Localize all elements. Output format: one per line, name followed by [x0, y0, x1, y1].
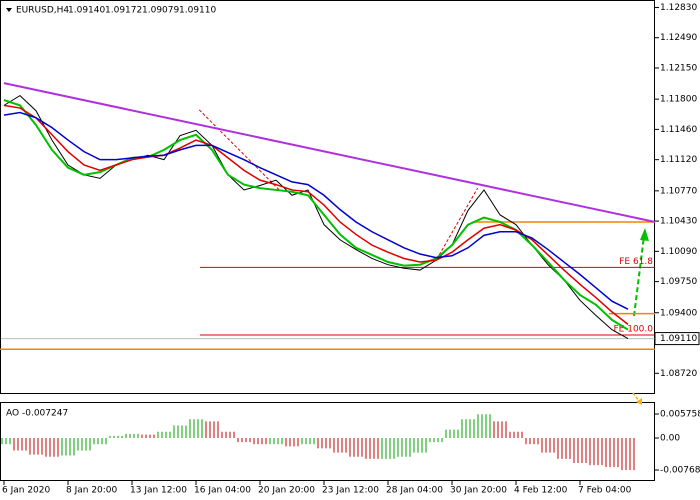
- x-tick-label: 8 Jan 20:00: [66, 486, 118, 496]
- symbol: EURUSD,H4: [16, 6, 69, 16]
- x-tick-label: 6 Jan 2020: [2, 486, 50, 496]
- main-panel: [0, 0, 655, 394]
- y-tick-label: 1.12150: [660, 63, 697, 73]
- fib-line: [438, 187, 479, 256]
- y-tick-label: 1.10090: [660, 247, 697, 257]
- x-tick-label: 7 Feb 04:00: [578, 486, 632, 496]
- ao-title: AO: [6, 409, 19, 419]
- y-tick-label: 1.09750: [660, 277, 697, 287]
- level-label: FE 61.8: [619, 257, 653, 267]
- y-tick-label: 1.11800: [660, 95, 697, 105]
- x-tick-label: 13 Jan 12:00: [130, 486, 187, 496]
- y-tick-label: 1.11460: [660, 125, 697, 135]
- current-price-label: 1.09110: [660, 334, 697, 344]
- y-tick-label: 0.005758: [660, 410, 700, 420]
- current-price-box: [654, 332, 700, 346]
- x-tick-label: 20 Jan 20:00: [258, 486, 315, 496]
- x-tick-label: 28 Jan 04:00: [386, 486, 443, 496]
- level-label: FE 100.0: [614, 325, 654, 335]
- y-tick-label: -0.007681: [660, 466, 700, 476]
- y-tick-label: 1.10770: [660, 186, 697, 196]
- menu-arrow: [6, 8, 12, 12]
- price-line: [3, 111, 629, 310]
- x-tick-label: 16 Jan 04:00: [194, 486, 251, 496]
- x-tick-label: 30 Jan 20:00: [450, 486, 507, 496]
- trend-line: [3, 82, 656, 223]
- y-tick-label: 1.12490: [660, 33, 697, 43]
- quote-value: 1.09140: [68, 6, 105, 16]
- x-tick-label: 23 Jan 12:00: [322, 486, 379, 496]
- y-tick-label: 0.00: [660, 434, 680, 444]
- price-line: [3, 99, 629, 331]
- quote-value: 1.09079: [142, 6, 179, 16]
- forecast-arrow: [632, 228, 649, 405]
- ao-panel: [0, 402, 655, 481]
- x-tick-label: 4 Feb 12:00: [514, 486, 568, 496]
- fib-line: [198, 109, 280, 191]
- y-tick-label: 1.10430: [660, 217, 697, 227]
- y-tick-label: 1.09400: [660, 308, 697, 318]
- quote-value: 1.09172: [105, 6, 142, 16]
- ao-last: -0.007247: [22, 409, 68, 419]
- y-tick-label: 1.08720: [660, 369, 697, 379]
- y-tick-label: 1.12830: [660, 3, 697, 13]
- y-tick-label: 1.11120: [660, 155, 697, 165]
- quote-value: 1.09110: [179, 6, 216, 16]
